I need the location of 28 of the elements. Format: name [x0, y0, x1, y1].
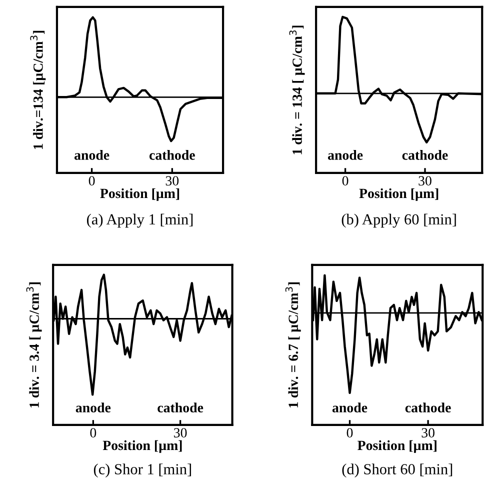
x-tick-label: 0 — [90, 428, 96, 438]
x-axis-title: Position [µm] — [100, 188, 180, 201]
text: anode — [74, 150, 110, 160]
text: (c) Shor 1 [min] — [94, 464, 191, 478]
x-tick-label: 0 — [342, 176, 348, 186]
x-axis-title: Position [µm] — [359, 188, 438, 201]
x-tick-label: 30 — [422, 428, 434, 438]
text: cathode — [149, 150, 195, 160]
y-axis-title: 1 div. = 6.7 [ µC/cm$^{3}$] — [285, 282, 301, 408]
text: (a) Apply 1 [min] — [87, 214, 193, 228]
text: anode — [332, 402, 368, 412]
x-tick-label: 0 — [88, 176, 95, 186]
y-axis-title: 1 div. = 3.4 [ µC/cm$^{3}$] — [26, 282, 42, 408]
text: cathode — [158, 402, 204, 412]
text: (b) Apply 60 [min] — [342, 214, 456, 228]
y-axis-title: 1 div.=134 [µC/cm$^{3}$] — [30, 30, 46, 149]
text: anode — [328, 150, 363, 160]
x-tick-label: 30 — [174, 428, 187, 438]
text: cathode — [402, 150, 448, 160]
x-tick-label: 0 — [346, 428, 353, 438]
x-tick-label: 30 — [418, 176, 432, 186]
x-tick-label: 30 — [166, 176, 179, 186]
x-axis-title: Position [µm] — [102, 440, 182, 453]
x-axis-title: Position [µm] — [358, 440, 436, 453]
text: (d) Short 60 [min] — [342, 464, 452, 478]
text: anode — [76, 402, 111, 412]
text: cathode — [405, 402, 451, 412]
y-axis-title: 1 div. = 134 [ µC/cm$^{3}$] — [289, 26, 305, 154]
